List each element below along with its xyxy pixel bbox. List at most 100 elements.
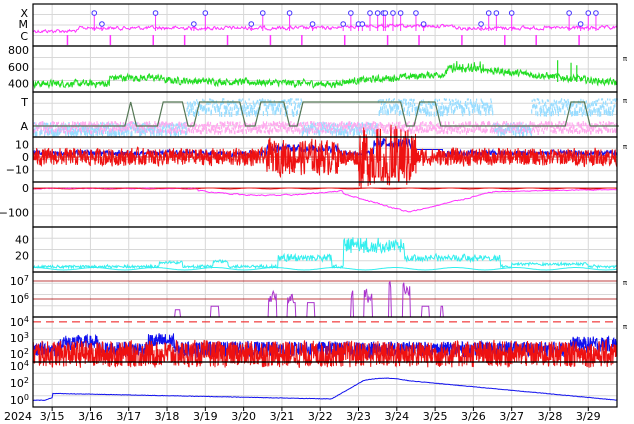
imf-angle-point: [245, 129, 247, 132]
imf-angle-point: [402, 103, 404, 108]
imf-angle-point: [281, 129, 283, 132]
imf-angle-point: [383, 124, 385, 128]
imf-angle-point: [89, 123, 91, 127]
imf-angle-point: [461, 105, 463, 110]
imf-angle-point: [572, 103, 574, 107]
imf-angle-point: [433, 103, 435, 107]
imf-angle-point: [590, 125, 593, 130]
imf-angle-point: [266, 121, 268, 125]
imf-angle-point: [52, 121, 54, 124]
imf-angle-point: [453, 128, 456, 132]
imf-angle-point: [96, 131, 99, 136]
imf-angle-point: [226, 127, 228, 130]
imf-angle-point: [106, 123, 108, 127]
imf-angle-point: [253, 125, 255, 128]
imf-angle-point: [136, 123, 138, 126]
imf-angle-point: [406, 125, 408, 129]
imf-angle-point: [426, 106, 428, 111]
imf-angle-point: [279, 101, 281, 104]
imf-angle-point: [424, 130, 426, 133]
y-tick-label: 10: [15, 139, 29, 152]
imf-angle-point: [514, 128, 516, 131]
imf-angle-point: [392, 126, 394, 130]
imf-angle-point: [144, 121, 146, 125]
imf-angle-point: [570, 125, 572, 129]
imf-angle-point: [413, 129, 415, 134]
flare-marker: [359, 21, 366, 27]
imf-angle-point: [203, 105, 205, 110]
imf-angle-point: [277, 129, 279, 133]
imf-angle-point: [443, 108, 445, 114]
imf-angle-point: [556, 106, 559, 111]
imf-angle-point: [183, 125, 185, 129]
imf-angle-point: [77, 130, 79, 135]
imf-angle-point: [114, 121, 116, 124]
imf-angle-point: [394, 109, 396, 115]
imf-angle-point: [287, 105, 289, 109]
imf-angle-point: [328, 123, 331, 127]
imf-angle-point: [107, 125, 110, 129]
imf-angle-point: [441, 127, 443, 130]
imf-angle-point: [156, 125, 158, 128]
imf-angle-point: [390, 109, 392, 114]
imf-angle-point: [553, 99, 555, 102]
imf-angle-point: [249, 111, 251, 117]
imf-angle-point: [567, 130, 570, 134]
imf-angle-point: [252, 122, 254, 126]
imf-angle-point: [371, 123, 373, 126]
imf-angle-point: [173, 131, 175, 136]
imf-angle-point: [314, 126, 316, 130]
imf-angle-point: [606, 128, 608, 132]
imf-angle-point: [84, 131, 87, 136]
imf-angle-point: [215, 129, 217, 133]
imf-angle-point: [35, 122, 37, 126]
imf-angle-point: [219, 121, 221, 124]
imf-angle-point: [116, 126, 118, 131]
imf-angle-point: [37, 127, 39, 131]
imf-angle-point: [240, 99, 242, 102]
imf-angle-point: [89, 125, 91, 129]
imf-angle-point: [548, 107, 550, 112]
imf-angle-point: [392, 106, 394, 111]
imf-angle-point: [77, 122, 79, 125]
imf-angle-point: [273, 126, 275, 129]
imf-angle-point: [498, 123, 500, 128]
imf-angle-point: [407, 122, 409, 127]
imf-angle-point: [577, 110, 579, 116]
imf-angle-point: [545, 121, 547, 124]
imf-angle-point: [590, 130, 592, 135]
imf-angle-point: [424, 107, 426, 112]
imf-angle-point: [537, 111, 539, 117]
imf-angle-point: [485, 111, 487, 116]
imf-angle-point: [208, 128, 210, 132]
xray-flux-line: [33, 22, 618, 34]
imf-angle-point: [220, 131, 222, 135]
imf-angle-point: [558, 101, 560, 104]
imf-angle-point: [425, 109, 427, 115]
flare-marker: [577, 21, 584, 27]
imf-angle-point: [296, 109, 298, 115]
imf-angle-point: [322, 124, 324, 127]
imf-angle-point: [595, 129, 597, 134]
imf-angle-point: [257, 107, 259, 112]
imf-angle-point: [107, 131, 109, 137]
imf-angle-point: [589, 104, 591, 108]
imf-angle-point: [543, 111, 545, 117]
imf-angle-point: [60, 124, 62, 129]
imf-angle-point: [534, 99, 536, 102]
imf-angle-point: [436, 99, 439, 103]
imf-angle-point: [320, 129, 322, 132]
flare-marker: [585, 10, 592, 16]
imf-angle-point: [298, 123, 300, 126]
imf-angle-point: [330, 122, 332, 125]
imf-angle-point: [197, 130, 199, 133]
imf-angle-point: [94, 128, 96, 133]
imf-angle-point: [117, 123, 119, 127]
y-tick-label: −100: [0, 206, 29, 219]
imf-angle-point: [346, 124, 349, 127]
imf-angle-point: [288, 128, 290, 132]
imf-angle-point: [409, 98, 411, 101]
imf-angle-point: [213, 128, 215, 132]
imf-angle-point: [557, 124, 559, 129]
imf-angle-point: [539, 111, 542, 117]
